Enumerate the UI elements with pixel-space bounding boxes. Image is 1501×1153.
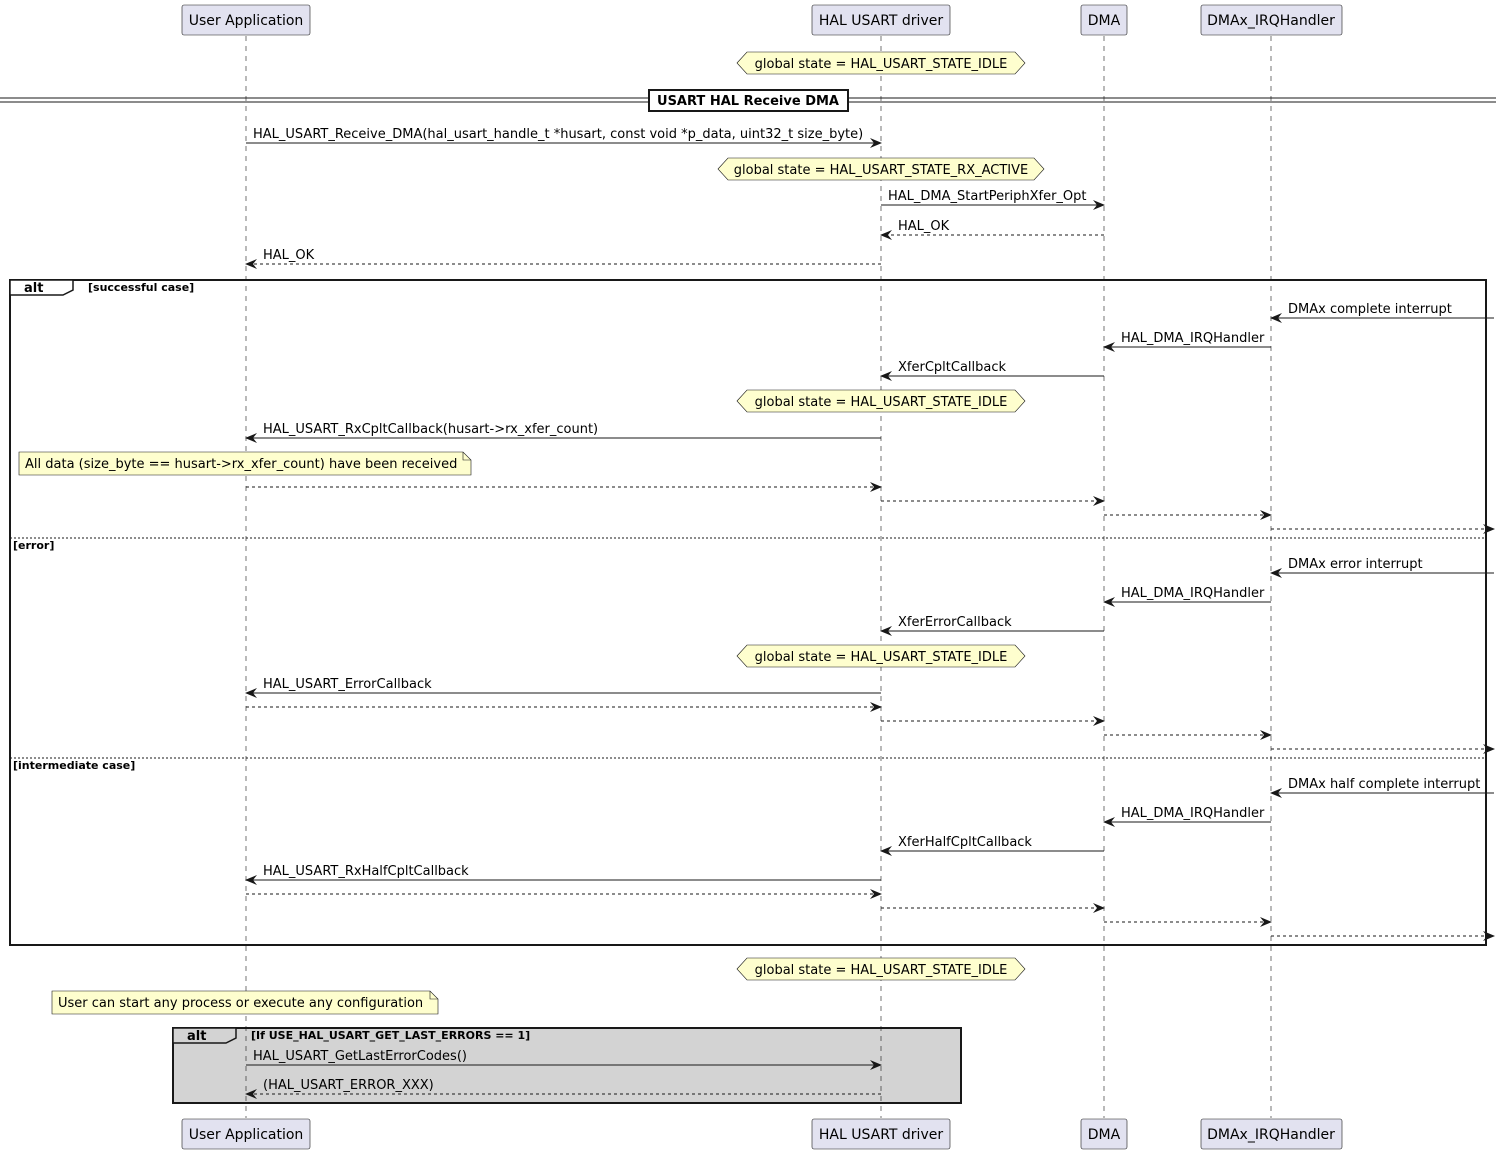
state-label: global state = HAL_USART_STATE_IDLE (755, 57, 1008, 72)
message-arrow: HAL_USART_GetLastErrorCodes() (246, 1049, 882, 1070)
message-label: HAL_DMA_IRQHandler (1121, 806, 1265, 821)
state-label: global state = HAL_USART_STATE_IDLE (755, 650, 1008, 665)
participant-hal-usart-driver-top: HAL USART driver (811, 4, 951, 36)
message-arrow: HAL_DMA_IRQHandler (1103, 806, 1271, 827)
message-arrow: HAL_USART_ErrorCallback (245, 677, 881, 698)
participant-label: DMAx_IRQHandler (1207, 1127, 1335, 1143)
message-label: XferHalfCpltCallback (898, 835, 1032, 850)
message-label: (HAL_USART_ERROR_XXX) (263, 1078, 434, 1093)
note: All data (size_byte == husart->rx_xfer_c… (18, 451, 472, 476)
message-label: HAL_USART_RxHalfCpltCallback (263, 864, 469, 879)
alt-condition: [error] (13, 539, 54, 552)
participant-label: DMA (1088, 13, 1121, 29)
state-hexagon: global state = HAL_USART_STATE_IDLE (736, 51, 1026, 75)
state-label: global state = HAL_USART_STATE_RX_ACTIVE (734, 163, 1029, 178)
message-arrow: XferHalfCpltCallback (880, 835, 1104, 856)
participant-label: HAL USART driver (819, 13, 943, 29)
message-label: DMAx complete interrupt (1288, 302, 1452, 317)
message-arrow: HAL_OK (880, 219, 1104, 240)
note-label: User can start any process or execute an… (58, 996, 423, 1011)
message-label: DMAx error interrupt (1288, 557, 1423, 572)
message-arrow: HAL_USART_RxHalfCpltCallback (245, 864, 881, 885)
participant-dma-bottom: DMA (1080, 1118, 1128, 1150)
message-label: HAL_DMA_IRQHandler (1121, 586, 1265, 601)
participant-dmax-irqhandler-top: DMAx_IRQHandler (1200, 4, 1343, 36)
alt-fragment: alt [successful case] [error] [intermediate… (9, 279, 1487, 946)
participant-label: DMAx_IRQHandler (1207, 13, 1335, 29)
alt-keyword: alt (187, 1029, 206, 1044)
state-hexagon: global state = HAL_USART_STATE_IDLE (736, 644, 1026, 668)
note-label: All data (size_byte == husart->rx_xfer_c… (25, 457, 457, 472)
participant-dma-top: DMA (1080, 4, 1128, 36)
message-arrow: HAL_OK (245, 248, 881, 269)
participant-dmax-irqhandler-bottom: DMAx_IRQHandler (1200, 1118, 1343, 1150)
participant-user-application-top: User Application (181, 4, 311, 36)
message-label: HAL_OK (898, 219, 950, 234)
message-label: XferErrorCallback (898, 615, 1012, 630)
state-label: global state = HAL_USART_STATE_IDLE (755, 963, 1008, 978)
message-arrow: (HAL_USART_ERROR_XXX) (245, 1078, 881, 1099)
message-label: XferCpltCallback (898, 360, 1006, 375)
participant-label: User Application (189, 1127, 304, 1143)
participant-hal-usart-driver-bottom: HAL USART driver (811, 1118, 951, 1150)
message-arrow: HAL_USART_Receive_DMA(hal_usart_handle_t… (246, 127, 882, 148)
message-arrow: HAL_DMA_StartPeriphXfer_Opt (881, 189, 1105, 210)
message-arrow: XferErrorCallback (880, 615, 1104, 636)
message-arrow: XferCpltCallback (880, 360, 1104, 381)
message-label: HAL_DMA_StartPeriphXfer_Opt (888, 189, 1087, 204)
alt-condition: [successful case] (88, 281, 194, 294)
message-arrow: HAL_USART_RxCpltCallback(husart->rx_xfer… (245, 422, 881, 443)
participant-label: DMA (1088, 1127, 1121, 1143)
message-label: DMAx half complete interrupt (1288, 777, 1480, 792)
state-hexagon: global state = HAL_USART_STATE_IDLE (736, 957, 1026, 981)
message-arrow: DMAx half complete interrupt (1270, 777, 1494, 798)
message-label: HAL_OK (263, 248, 315, 263)
message-arrow: HAL_DMA_IRQHandler (1103, 331, 1271, 352)
participant-label: HAL USART driver (819, 1127, 943, 1143)
message-label: HAL_USART_ErrorCallback (263, 677, 432, 692)
participant-label: User Application (189, 13, 304, 29)
message-label: HAL_USART_RxCpltCallback(husart->rx_xfer… (263, 422, 598, 437)
message-label: HAL_USART_Receive_DMA(hal_usart_handle_t… (253, 127, 863, 142)
section-divider-label: USART HAL Receive DMA (657, 94, 839, 109)
message-arrow: DMAx error interrupt (1270, 557, 1494, 578)
state-hexagon: global state = HAL_USART_STATE_IDLE (736, 389, 1026, 413)
alt-condition: [intermediate case] (13, 759, 135, 772)
alt-condition: [If USE_HAL_USART_GET_LAST_ERRORS == 1] (251, 1029, 530, 1042)
state-hexagon: global state = HAL_USART_STATE_RX_ACTIVE (717, 157, 1045, 181)
message-arrow: HAL_DMA_IRQHandler (1103, 586, 1271, 607)
participant-user-application-bottom: User Application (181, 1118, 311, 1150)
section-divider: USART HAL Receive DMA (0, 89, 1496, 112)
message-arrow: DMAx complete interrupt (1270, 302, 1494, 323)
state-label: global state = HAL_USART_STATE_IDLE (755, 395, 1008, 410)
note: User can start any process or execute an… (51, 990, 439, 1015)
alt-keyword: alt (24, 281, 43, 296)
message-label: HAL_DMA_IRQHandler (1121, 331, 1265, 346)
message-label: HAL_USART_GetLastErrorCodes() (253, 1049, 467, 1064)
